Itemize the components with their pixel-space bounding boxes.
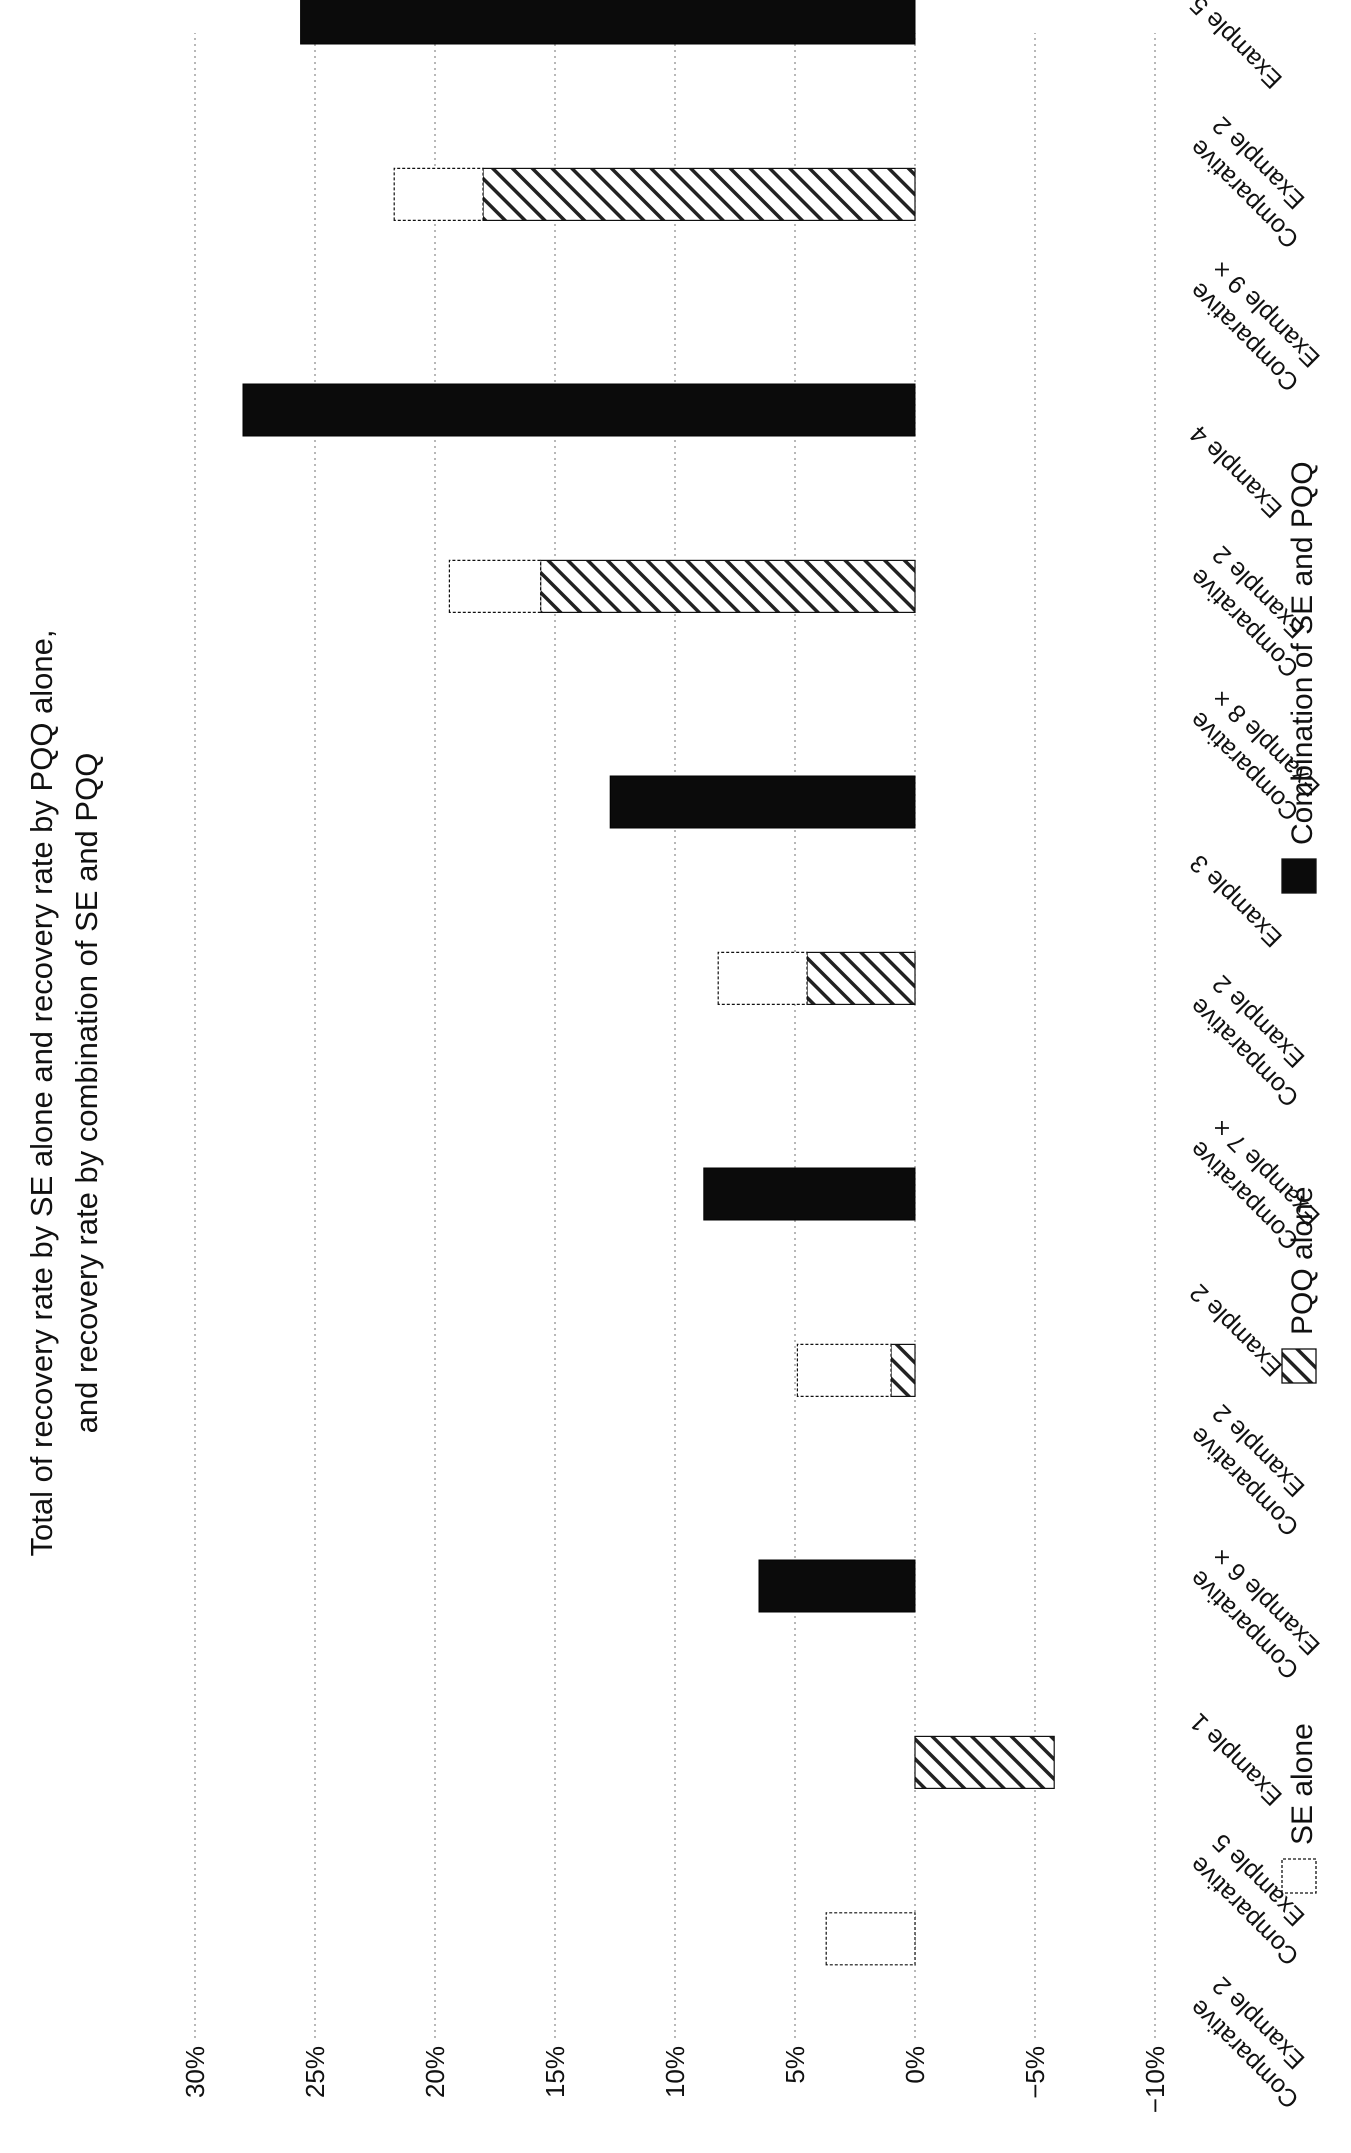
legend-label: PQQ alone — [1286, 1187, 1319, 1335]
legend-swatch — [1281, 1348, 1317, 1384]
title-line-2: and recovery rate by combination of SE a… — [69, 753, 104, 1434]
y-tick-label: −10% — [1140, 2046, 1170, 2113]
legend-swatch — [1281, 858, 1317, 894]
bar-combination — [300, 0, 916, 45]
bar-se-alone — [825, 1912, 916, 1966]
chart-title: Total of recovery rate by SE alone and r… — [24, 629, 104, 1556]
bar-se-alone — [393, 167, 484, 222]
bar-combination — [609, 775, 916, 829]
bar-combination — [758, 1559, 916, 1613]
bar-pqq-alone — [914, 1735, 1055, 1789]
category-label-line-1: Example 2 — [1184, 1278, 1287, 1381]
bar-pqq-alone — [482, 167, 916, 222]
bar-pqq-alone — [890, 1343, 916, 1398]
legend: SE alone PQQ alone Combination of SE and P… — [1281, 461, 1319, 1894]
legend-swatch — [1281, 1858, 1317, 1894]
bar-se-alone — [796, 1343, 892, 1398]
title-line-1: Total of recovery rate by SE alone and r… — [24, 629, 59, 1556]
y-tick-label: 15% — [540, 2046, 570, 2098]
category-label-line-1: Example 3 — [1184, 849, 1287, 952]
grid-lines — [194, 33, 1156, 2038]
category-label-line-1: Example 4 — [1184, 420, 1287, 523]
bar-se-alone — [448, 559, 542, 614]
bars — [242, 0, 1055, 1966]
bar-pqq-alone — [806, 951, 916, 1006]
category-label: Example 4 — [1184, 420, 1287, 523]
category-label-line-1: Example 1 — [1184, 1708, 1287, 1811]
category-label: Example 2 — [1184, 1278, 1287, 1381]
y-tick-label: 0% — [900, 2046, 930, 2084]
y-tick-label: 30% — [180, 2046, 210, 2098]
category-label: Example 1 — [1184, 1708, 1287, 1811]
y-tick-label: 25% — [300, 2046, 330, 2098]
legend-label: Combination of SE and PQQ — [1286, 461, 1319, 845]
bar-se-alone — [717, 951, 808, 1006]
y-axis-tick-labels: 30% 25% 20% 15% 10% 5% 0% −5% −10% — [180, 2046, 1170, 2113]
bar-pqq-alone — [539, 559, 916, 614]
category-label: Example 5 — [1184, 0, 1287, 94]
category-label: Example 3 — [1184, 849, 1287, 952]
y-tick-label: −5% — [1020, 2046, 1050, 2099]
bar-combination — [703, 1167, 916, 1221]
y-tick-label: 20% — [420, 2046, 450, 2098]
y-tick-label: 10% — [660, 2046, 690, 2098]
y-tick-label: 5% — [780, 2046, 810, 2084]
bar-combination — [242, 383, 916, 437]
legend-label: SE alone — [1286, 1723, 1319, 1845]
category-label-line-1: Example 5 — [1184, 0, 1287, 94]
